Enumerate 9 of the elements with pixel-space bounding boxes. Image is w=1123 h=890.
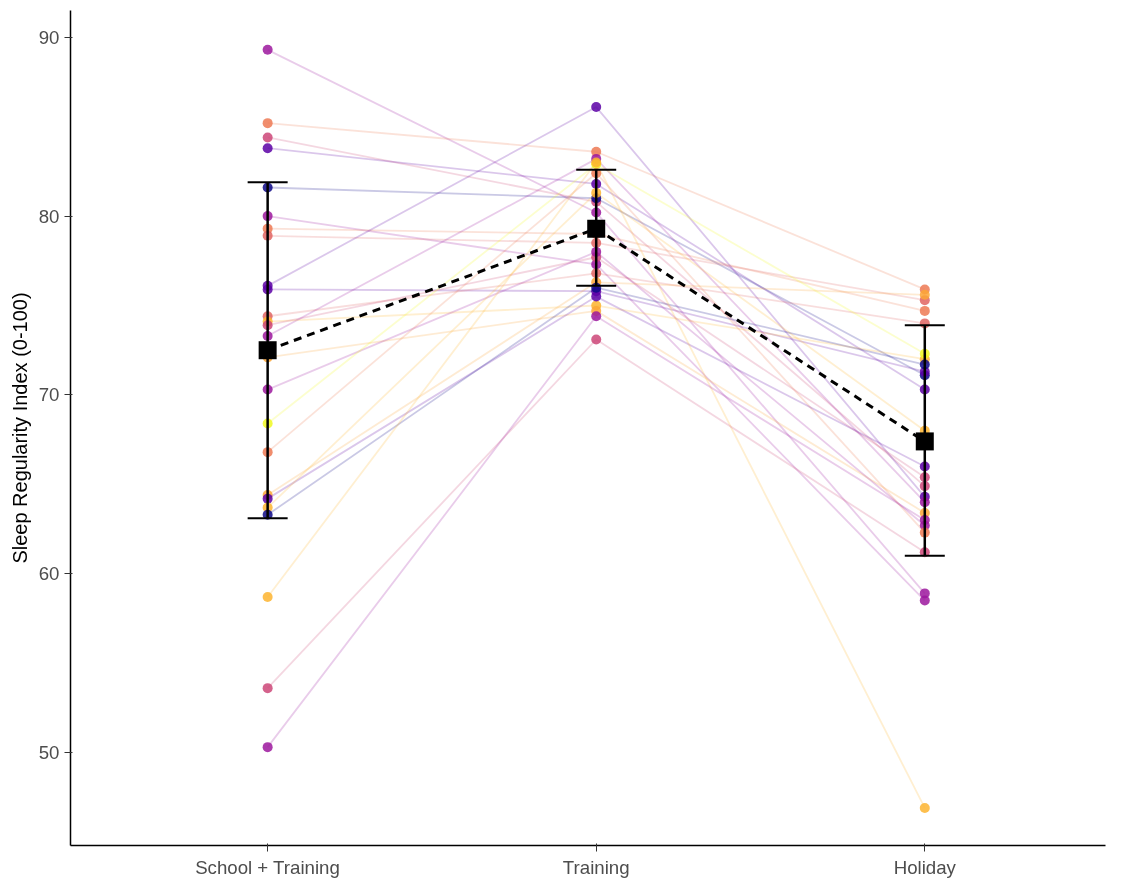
x-tick-label: Holiday — [893, 856, 957, 878]
x-tick-label: School + Training — [195, 856, 340, 878]
y-tick-label: 50 — [38, 742, 60, 764]
y-axis-title: Sleep Regularity Index (0-100) — [8, 292, 31, 564]
y-tick-label: 70 — [38, 384, 60, 406]
y-tick-label: 60 — [38, 563, 60, 585]
x-tick-label: Training — [562, 856, 630, 878]
y-tick-label: 90 — [38, 26, 60, 48]
y-tick-label: 80 — [38, 205, 60, 227]
